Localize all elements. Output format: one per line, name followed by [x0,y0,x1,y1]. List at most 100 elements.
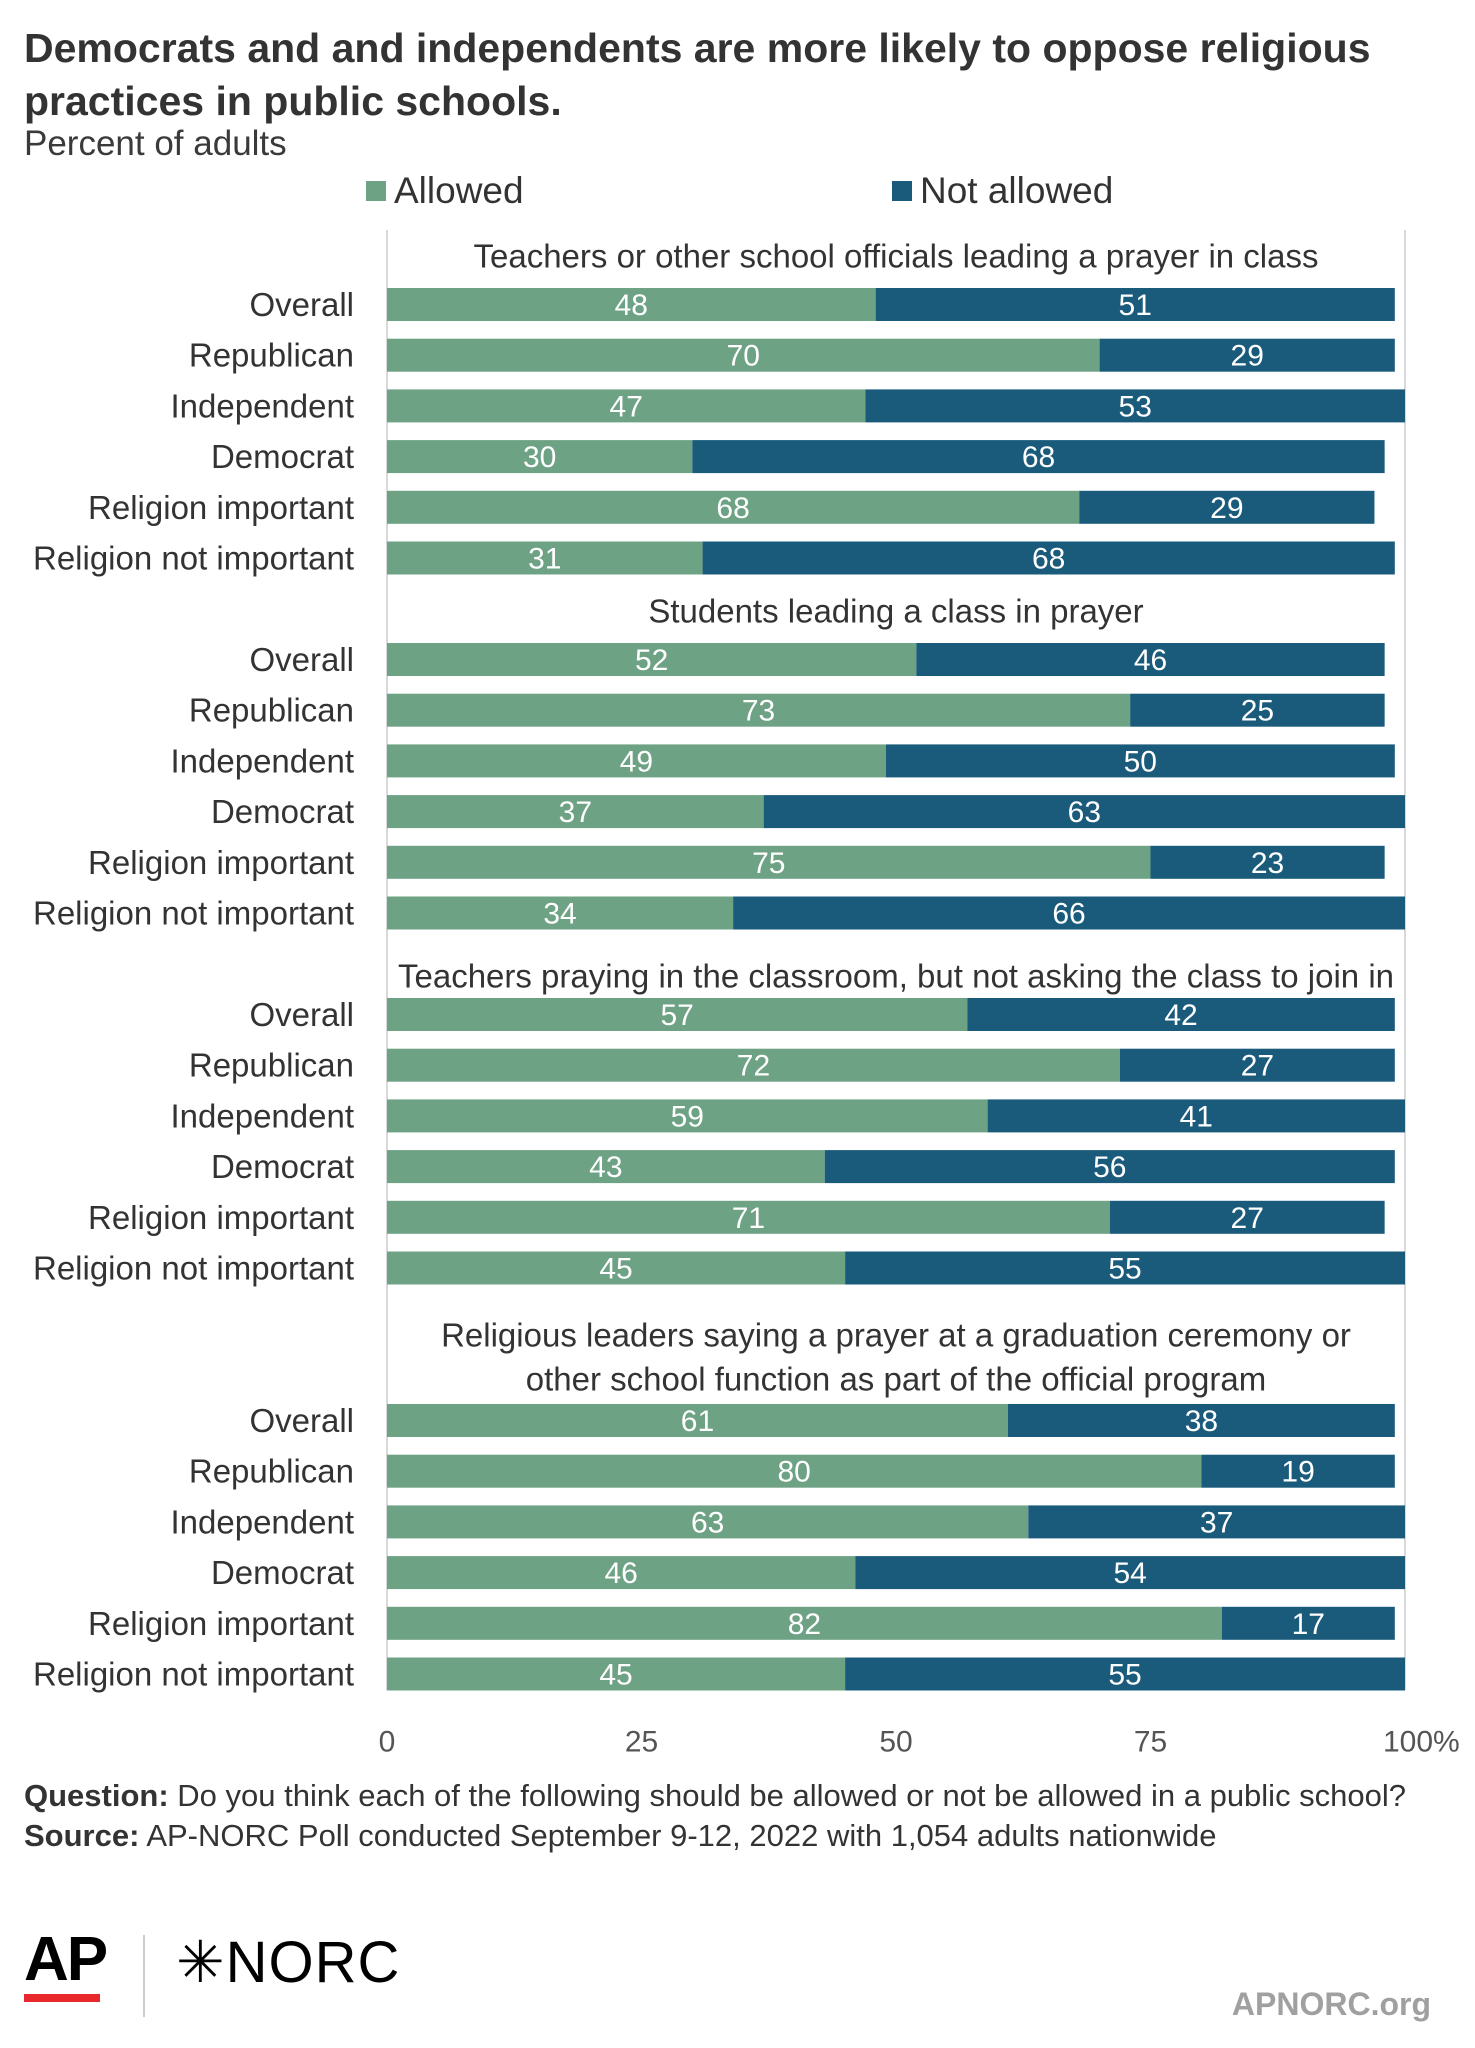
data-label: 45 [599,1253,632,1286]
legend-label-allowed: Allowed [394,170,524,211]
bar-not-allowed [692,440,1385,474]
category-label: Religion important [88,489,354,526]
data-label: 68 [1022,441,1055,474]
category-label: Overall [249,286,354,323]
bar-not-allowed [763,795,1405,829]
bar-not-allowed [1119,1048,1395,1082]
category-label: Independent [170,1097,354,1134]
bar-allowed [387,643,917,676]
bar-not-allowed [845,1251,1405,1285]
x-tick-label: 25 [625,1726,658,1759]
ap-logo-text: AP [24,1925,108,1994]
question-note: Question: Do you think each of the follo… [24,1776,1444,1816]
bar-not-allowed [1130,693,1385,727]
bar-allowed [387,1606,1222,1640]
data-label: 38 [1185,1405,1218,1438]
bar-not-allowed [845,1657,1405,1691]
bar-allowed [387,1404,1008,1437]
bar-not-allowed [967,998,1395,1031]
data-label: 68 [716,492,749,525]
data-label: 66 [1052,898,1085,931]
category-label: Religion important [88,1199,354,1236]
bar-not-allowed [1099,338,1395,372]
data-label: 72 [737,1050,770,1083]
bar-not-allowed [1221,1606,1395,1640]
bar-not-allowed [1079,490,1375,524]
category-label: Religion not important [33,895,354,932]
data-label: 27 [1231,1202,1264,1235]
bar-allowed [387,795,764,829]
question-text: Do you think each of the following shoul… [177,1778,1407,1813]
data-label: 57 [660,999,693,1032]
data-label: 59 [671,1100,704,1133]
norc-mark-icon: ✳ [176,1930,226,1995]
data-label: 17 [1292,1608,1325,1641]
bar-allowed [387,1556,856,1590]
legend-swatch-not-allowed [892,181,912,201]
norc-logo-text: NORC [225,1930,401,1995]
category-label: Democrat [211,793,354,830]
bar-allowed [387,490,1080,524]
data-label: 70 [727,340,760,373]
data-label: 31 [528,543,561,576]
bar-not-allowed [875,288,1395,321]
category-label: Republican [189,692,354,729]
bar-not-allowed [916,643,1385,676]
x-tick-label: 0 [379,1726,396,1759]
data-label: 55 [1108,1253,1141,1286]
category-label: Democrat [211,1554,354,1591]
data-label: 37 [559,796,592,829]
panel-title: Teachers praying in the classroom, but n… [398,958,1394,995]
bar-not-allowed [1150,845,1385,879]
category-label: Democrat [211,1148,354,1185]
category-label: Religion important [88,844,354,881]
bar-not-allowed [987,1099,1405,1133]
data-label: 55 [1108,1659,1141,1692]
x-tick-label: 100% [1383,1726,1460,1759]
bar-not-allowed [885,744,1395,778]
bar-not-allowed [824,1150,1395,1184]
bar-allowed [387,744,886,778]
data-label: 19 [1281,1456,1314,1489]
source-note: Source: AP-NORC Poll conducted September… [24,1816,1444,1856]
data-label: 37 [1200,1506,1233,1539]
data-label: 71 [732,1202,765,1235]
category-label: Religion not important [33,1250,354,1287]
bar-allowed [387,541,703,575]
data-label: 43 [589,1151,622,1184]
data-label: 27 [1241,1050,1274,1083]
bar-allowed [387,1099,988,1133]
data-label: 80 [778,1456,811,1489]
data-label: 49 [620,745,653,778]
bar-allowed [387,338,1100,372]
data-label: 82 [788,1608,821,1641]
bar-allowed [387,1505,1029,1539]
category-label: Independent [170,1503,354,1540]
panel-title: Teachers or other school officials leadi… [474,238,1319,275]
ap-logo: AP [24,1925,108,2002]
category-label: Republican [189,337,354,374]
data-label: 30 [523,441,556,474]
bar-not-allowed [733,896,1405,930]
panel-title: other school function as part of the off… [526,1361,1266,1398]
bar-not-allowed [855,1556,1405,1590]
website-link[interactable]: APNORC.org [1231,1986,1431,2022]
bar-allowed [387,998,968,1031]
data-label: 56 [1093,1151,1126,1184]
data-label: 51 [1119,289,1152,322]
category-label: Overall [249,641,354,678]
category-label: Religion important [88,1605,354,1642]
data-label: 61 [681,1405,714,1438]
data-label: 47 [610,390,643,423]
bar-allowed [387,440,693,474]
data-label: 48 [615,289,648,322]
data-label: 53 [1119,390,1152,423]
bar-allowed [387,1657,846,1691]
panel-title: Religious leaders saying a prayer at a g… [441,1317,1351,1354]
data-label: 52 [635,644,668,677]
bar-allowed [387,896,734,930]
bar-not-allowed [1201,1454,1395,1488]
data-label: 54 [1113,1557,1146,1590]
bar-allowed [387,1048,1120,1082]
data-label: 25 [1241,695,1274,728]
